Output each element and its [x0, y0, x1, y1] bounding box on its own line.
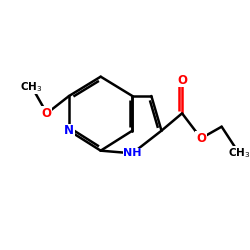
Text: CH$_3$: CH$_3$	[228, 146, 250, 160]
Text: O: O	[42, 107, 52, 120]
Text: O: O	[196, 132, 206, 145]
Text: O: O	[177, 74, 187, 86]
Text: CH$_3$: CH$_3$	[20, 80, 43, 94]
Text: NH: NH	[123, 148, 142, 158]
Text: N: N	[64, 124, 74, 137]
